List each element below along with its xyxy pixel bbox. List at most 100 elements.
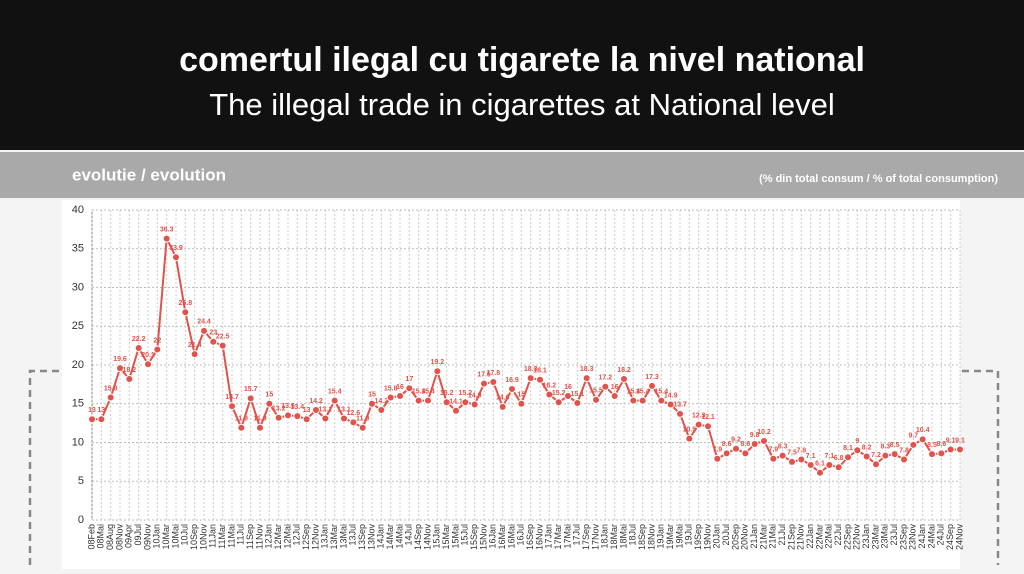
point xyxy=(648,381,656,390)
data-label: 15.2 xyxy=(552,390,566,397)
x-tick-label: 12Sep xyxy=(301,524,311,550)
data-label: 8.5 xyxy=(927,442,937,449)
data-label: 16 xyxy=(396,384,404,391)
point xyxy=(666,400,675,409)
data-label: 15 xyxy=(265,392,273,399)
x-tick-label: 23Mai xyxy=(880,524,890,549)
x-tick-label: 14Mar xyxy=(385,524,395,550)
data-label: 8.1 xyxy=(843,445,853,452)
point xyxy=(536,375,544,384)
point xyxy=(498,402,507,411)
data-label: 18.1 xyxy=(533,368,547,375)
data-label: 13 xyxy=(97,407,105,414)
x-tick-label: 17Sep xyxy=(581,524,591,550)
x-tick-label: 21Mai xyxy=(768,524,778,549)
point xyxy=(582,374,591,383)
point xyxy=(218,341,227,350)
x-tick-label: 15Mai xyxy=(450,524,460,549)
data-label: 9.7 xyxy=(908,433,918,440)
point xyxy=(750,440,759,449)
point xyxy=(853,446,862,455)
x-tick-label: 22Nov xyxy=(852,524,862,551)
data-label: 19.6 xyxy=(113,356,127,363)
point xyxy=(302,415,311,424)
x-tick-label: 11Jul xyxy=(236,524,246,545)
data-label: 14.1 xyxy=(449,399,463,406)
point xyxy=(638,396,647,405)
point xyxy=(508,385,516,394)
x-tick-label: 16Jul xyxy=(516,524,526,546)
data-label: 7.9 xyxy=(768,447,778,454)
subtitle: The illegal trade in cigarettes at Natio… xyxy=(209,87,835,122)
data-label: 10.2 xyxy=(757,429,771,436)
point xyxy=(694,420,703,429)
x-tick-label: 22Sep xyxy=(842,524,852,550)
data-label: 13.1 xyxy=(319,406,333,413)
x-tick-label: 10Jan xyxy=(152,524,162,549)
y-tick-label: 25 xyxy=(72,320,84,332)
x-tick-label: 24Jul xyxy=(936,524,946,546)
data-label: 17.2 xyxy=(599,375,613,382)
point xyxy=(834,463,843,472)
point xyxy=(685,434,694,443)
point xyxy=(610,392,619,400)
data-label: 6.1 xyxy=(815,461,825,468)
data-label: 15.7 xyxy=(244,386,258,393)
point xyxy=(330,396,339,405)
data-label: 20.1 xyxy=(141,352,155,359)
data-label: 13.1 xyxy=(337,406,351,413)
data-label: 7.8 xyxy=(796,447,806,454)
data-label: 14.7 xyxy=(225,394,239,401)
point xyxy=(592,395,600,404)
x-tick-label: 17Nov xyxy=(590,524,600,551)
y-tick-label: 35 xyxy=(72,243,84,255)
point xyxy=(368,399,376,408)
data-label: 21.4 xyxy=(188,342,202,349)
x-tick-label: 23Jan xyxy=(861,524,871,549)
data-label: 7.1 xyxy=(824,453,834,460)
point xyxy=(480,379,488,388)
y-tick-label: 40 xyxy=(72,204,84,216)
point xyxy=(760,436,768,445)
data-label: 15.2 xyxy=(459,390,473,397)
data-label: 15.4 xyxy=(636,388,650,395)
data-label: 7.1 xyxy=(806,453,816,460)
point xyxy=(676,409,684,418)
point xyxy=(545,390,554,399)
data-label: 13.4 xyxy=(291,404,305,411)
point xyxy=(946,445,955,454)
x-tick-label: 19Jan xyxy=(656,524,666,549)
point xyxy=(256,423,264,432)
data-label: 7.5 xyxy=(787,450,797,457)
data-label: 16.9 xyxy=(505,377,519,384)
x-tick-label: 09Jul xyxy=(133,524,143,546)
data-label: 18.3 xyxy=(524,366,538,373)
x-tick-label: 18Nov xyxy=(646,524,656,551)
x-tick-label: 17Jan xyxy=(544,524,554,549)
y-tick-label: 10 xyxy=(72,436,84,448)
point xyxy=(573,398,582,407)
point xyxy=(209,337,218,346)
data-label: 14.9 xyxy=(664,392,678,399)
x-tick-label: 09Apr xyxy=(124,524,134,548)
x-tick-label: 10Jul xyxy=(180,524,190,546)
y-tick-label: 5 xyxy=(78,475,84,487)
x-tick-label: 13Sep xyxy=(357,524,367,550)
x-tick-label: 16Mar xyxy=(497,524,507,550)
point xyxy=(162,234,171,243)
point xyxy=(657,396,666,405)
data-label: 7.8 xyxy=(899,447,909,454)
point xyxy=(181,308,190,317)
x-tick-label: 24Nov xyxy=(954,524,964,551)
point xyxy=(246,394,255,403)
x-tick-label: 22Mar xyxy=(814,524,824,550)
data-label: 13 xyxy=(303,407,311,414)
x-tick-label: 08Aug xyxy=(105,524,115,550)
x-tick-label: 18Mai xyxy=(618,524,628,549)
point xyxy=(713,454,722,463)
x-tick-label: 17Jul xyxy=(572,524,582,546)
point xyxy=(452,406,460,415)
point xyxy=(414,396,423,405)
point xyxy=(265,399,274,408)
x-tick-label: 08Feb xyxy=(86,524,96,550)
